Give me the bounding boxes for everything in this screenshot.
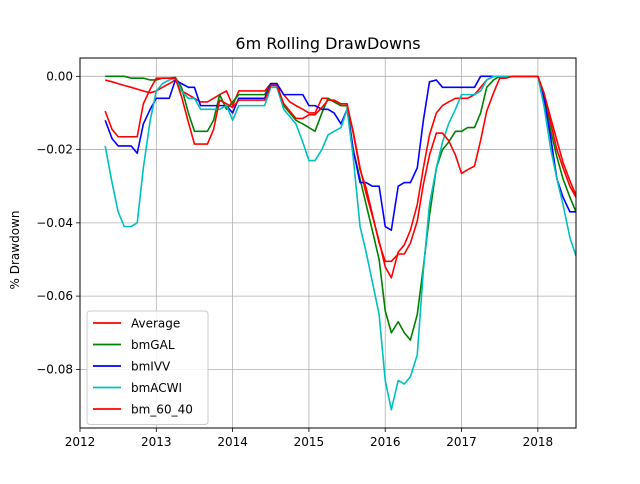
plot-frame (79, 57, 577, 429)
series-line-bm-60-40 (104, 75, 576, 263)
y-tick-label: −0.06 (36, 289, 73, 303)
y-tick-label: −0.02 (36, 143, 73, 157)
legend-label: Average (131, 317, 180, 331)
x-tick-label: 2016 (370, 435, 401, 449)
legend-box (86, 310, 209, 425)
series-line-bmacwi (104, 75, 576, 411)
x-tick-label: 2014 (217, 435, 248, 449)
y-tick-label: 0.00 (46, 69, 73, 83)
x-tick-label: 2015 (294, 435, 325, 449)
axis-ticks: 2012 2013 2014 2015 2016 2017 2018 0.00 −0.02 −0.… (36, 69, 553, 449)
legend: Average bmGAL bmIVV bmACWI bm_60_40 (86, 310, 209, 425)
series-line-bmgal (105, 75, 576, 341)
y-tick-label: −0.04 (36, 216, 73, 230)
legend-label: bmGAL (131, 338, 175, 352)
legend-label: bmIVV (131, 360, 171, 374)
x-tick-label: 2013 (141, 435, 172, 449)
x-tick-label: 2012 (65, 435, 96, 449)
x-tick-label: 2018 (523, 435, 554, 449)
series-lines (104, 75, 576, 411)
y-tick-label: −0.08 (36, 362, 73, 376)
chart-title: 6m Rolling DrawDowns (235, 34, 420, 53)
x-tick-label: 2017 (446, 435, 477, 449)
legend-label: bm_60_40 (131, 403, 193, 417)
y-axis-label: % Drawdown (8, 211, 22, 290)
legend-label: bmACWI (131, 381, 182, 395)
